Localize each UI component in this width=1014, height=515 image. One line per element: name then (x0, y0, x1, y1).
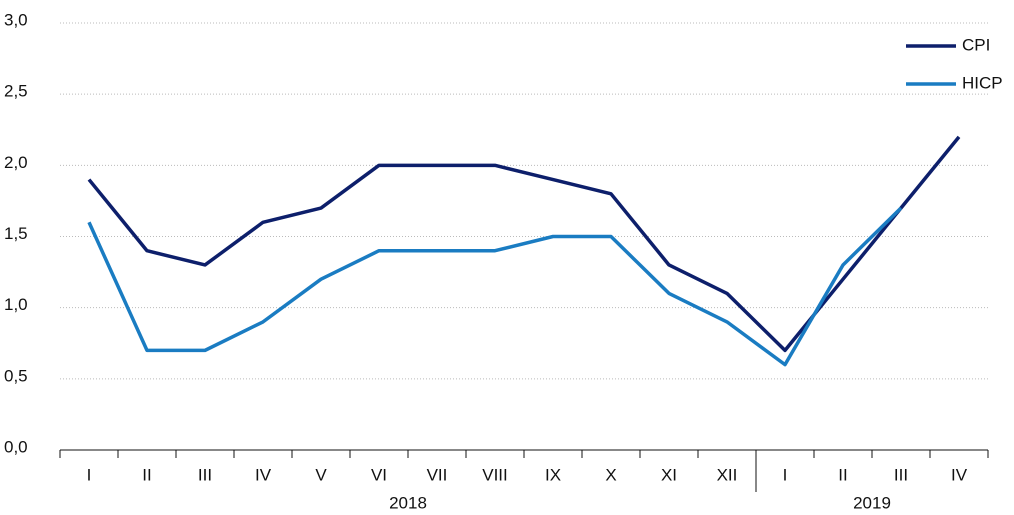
x-tick-label: XI (661, 465, 677, 484)
x-tick-label: XII (717, 465, 738, 484)
y-tick-label: 0,5 (4, 366, 28, 385)
x-tick-label: III (894, 465, 908, 484)
y-tick-label: 3,0 (4, 10, 28, 29)
x-tick-label: II (838, 465, 847, 484)
legend-label: HICP (962, 73, 1003, 92)
x-tick-label: II (142, 465, 151, 484)
legend-label: CPI (962, 35, 990, 54)
x-tick-label: IX (545, 465, 561, 484)
x-tick-label: VIII (482, 465, 508, 484)
x-tick-label: VII (427, 465, 448, 484)
y-tick-label: 2,0 (4, 153, 28, 172)
y-tick-label: 1,0 (4, 295, 28, 314)
series-line (87, 206, 903, 367)
x-tick-label: I (87, 465, 92, 484)
x-tick-label: X (605, 465, 616, 484)
x-group-label: 2018 (389, 493, 427, 512)
x-tick-label: III (198, 465, 212, 484)
x-tick-label: I (783, 465, 788, 484)
y-tick-label: 0,0 (4, 437, 28, 456)
y-tick-label: 1,5 (4, 224, 28, 243)
x-tick-label: IV (951, 465, 968, 484)
x-tick-label: IV (255, 465, 272, 484)
x-tick-label: VI (371, 465, 387, 484)
y-tick-label: 2,5 (4, 82, 28, 101)
x-tick-label: V (315, 465, 327, 484)
x-group-label: 2019 (853, 493, 891, 512)
